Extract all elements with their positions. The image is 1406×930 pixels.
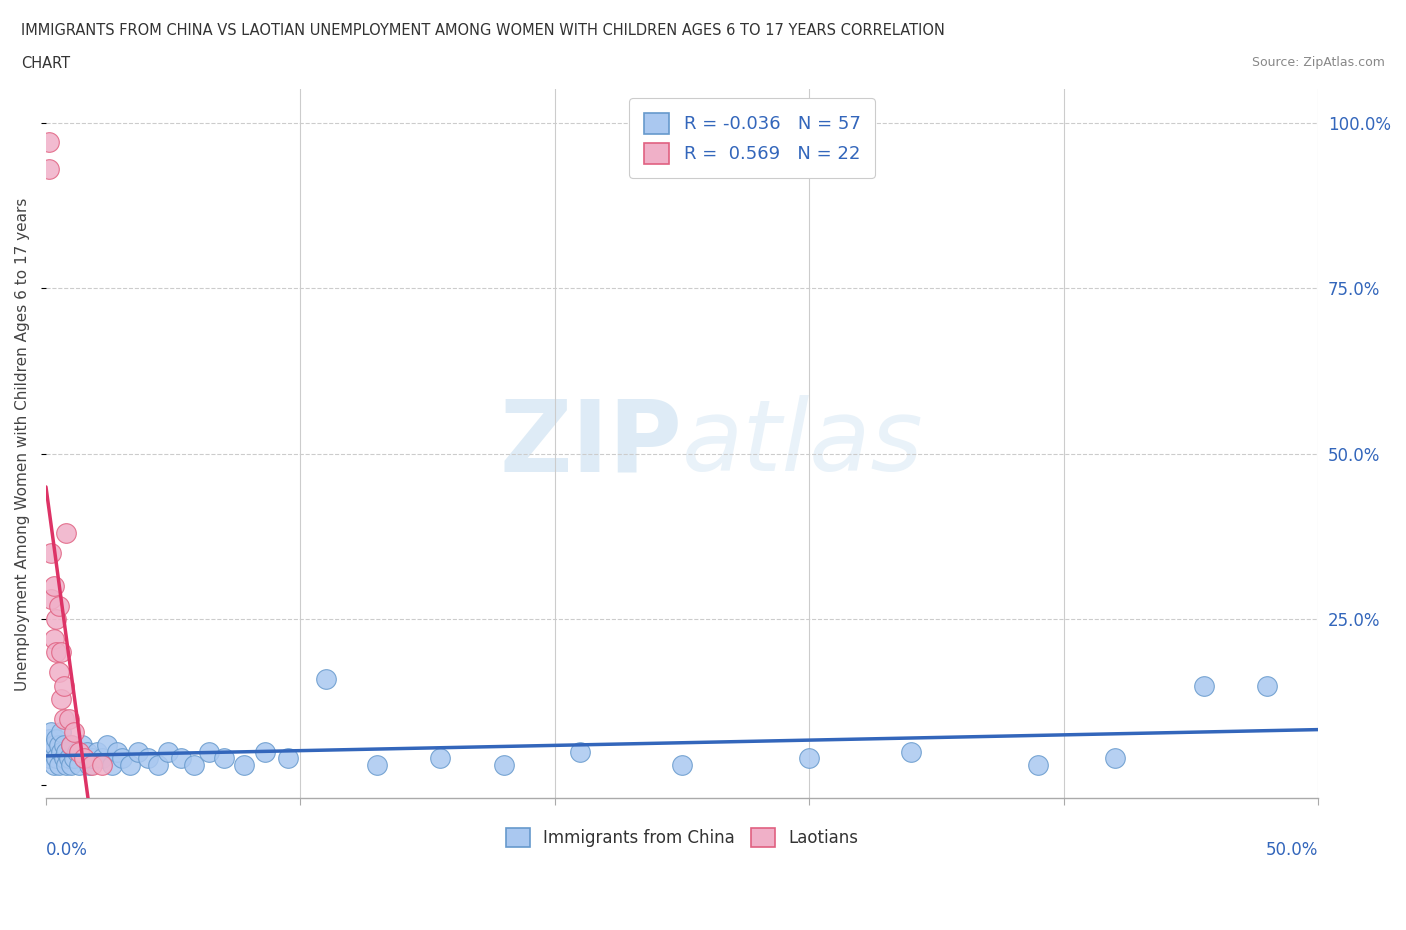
Point xyxy=(91,758,114,773)
Text: 0.0%: 0.0% xyxy=(46,841,87,858)
Point xyxy=(52,678,75,693)
Point xyxy=(91,751,114,766)
Point xyxy=(315,671,337,686)
Point xyxy=(799,751,821,766)
Point xyxy=(671,758,693,773)
Text: Source: ZipAtlas.com: Source: ZipAtlas.com xyxy=(1251,56,1385,69)
Point xyxy=(67,744,90,759)
Point xyxy=(96,737,118,752)
Point xyxy=(42,578,65,593)
Point xyxy=(51,691,73,706)
Point xyxy=(52,711,75,726)
Point xyxy=(253,744,276,759)
Point xyxy=(63,751,86,766)
Point xyxy=(146,758,169,773)
Point xyxy=(900,744,922,759)
Point xyxy=(39,724,62,739)
Text: ZIP: ZIP xyxy=(499,395,682,492)
Point xyxy=(1028,758,1050,773)
Point xyxy=(55,525,77,540)
Point xyxy=(77,758,100,773)
Point xyxy=(48,737,70,752)
Point xyxy=(157,744,180,759)
Point xyxy=(48,599,70,614)
Point xyxy=(183,758,205,773)
Point xyxy=(136,751,159,766)
Point xyxy=(38,731,60,746)
Point xyxy=(105,744,128,759)
Point xyxy=(39,592,62,607)
Y-axis label: Unemployment Among Women with Children Ages 6 to 17 years: Unemployment Among Women with Children A… xyxy=(15,197,30,690)
Point xyxy=(118,758,141,773)
Point xyxy=(42,758,65,773)
Text: IMMIGRANTS FROM CHINA VS LAOTIAN UNEMPLOYMENT AMONG WOMEN WITH CHILDREN AGES 6 T: IMMIGRANTS FROM CHINA VS LAOTIAN UNEMPLO… xyxy=(21,23,945,38)
Legend: Immigrants from China, Laotians: Immigrants from China, Laotians xyxy=(499,821,865,854)
Point xyxy=(42,737,65,752)
Point xyxy=(45,751,67,766)
Text: 50.0%: 50.0% xyxy=(1265,841,1319,858)
Point xyxy=(38,135,60,150)
Point xyxy=(51,744,73,759)
Point xyxy=(70,737,93,752)
Point xyxy=(1256,678,1278,693)
Point xyxy=(38,162,60,177)
Point xyxy=(55,744,77,759)
Point xyxy=(45,731,67,746)
Point xyxy=(111,751,134,766)
Point xyxy=(212,751,235,766)
Point xyxy=(65,744,87,759)
Point xyxy=(1192,678,1215,693)
Point xyxy=(429,751,451,766)
Point xyxy=(80,751,103,766)
Point xyxy=(63,724,86,739)
Point xyxy=(233,758,256,773)
Point xyxy=(73,751,96,766)
Point xyxy=(55,758,77,773)
Point xyxy=(52,737,75,752)
Point xyxy=(277,751,299,766)
Point xyxy=(48,665,70,680)
Point xyxy=(45,645,67,660)
Point xyxy=(42,631,65,646)
Point xyxy=(1104,751,1126,766)
Point xyxy=(170,751,193,766)
Point xyxy=(86,744,108,759)
Point xyxy=(48,758,70,773)
Point xyxy=(127,744,149,759)
Point xyxy=(492,758,515,773)
Point xyxy=(60,737,83,752)
Point xyxy=(39,744,62,759)
Point xyxy=(569,744,592,759)
Point xyxy=(58,751,80,766)
Point xyxy=(101,758,124,773)
Point xyxy=(73,751,96,766)
Point xyxy=(60,737,83,752)
Point xyxy=(76,744,98,759)
Point xyxy=(60,758,83,773)
Point xyxy=(52,751,75,766)
Point xyxy=(80,758,103,773)
Text: atlas: atlas xyxy=(682,395,924,492)
Point xyxy=(67,758,90,773)
Point xyxy=(45,612,67,627)
Point xyxy=(51,724,73,739)
Point xyxy=(58,711,80,726)
Text: CHART: CHART xyxy=(21,56,70,71)
Point xyxy=(39,546,62,561)
Point xyxy=(51,645,73,660)
Point xyxy=(198,744,221,759)
Point xyxy=(366,758,388,773)
Point xyxy=(38,751,60,766)
